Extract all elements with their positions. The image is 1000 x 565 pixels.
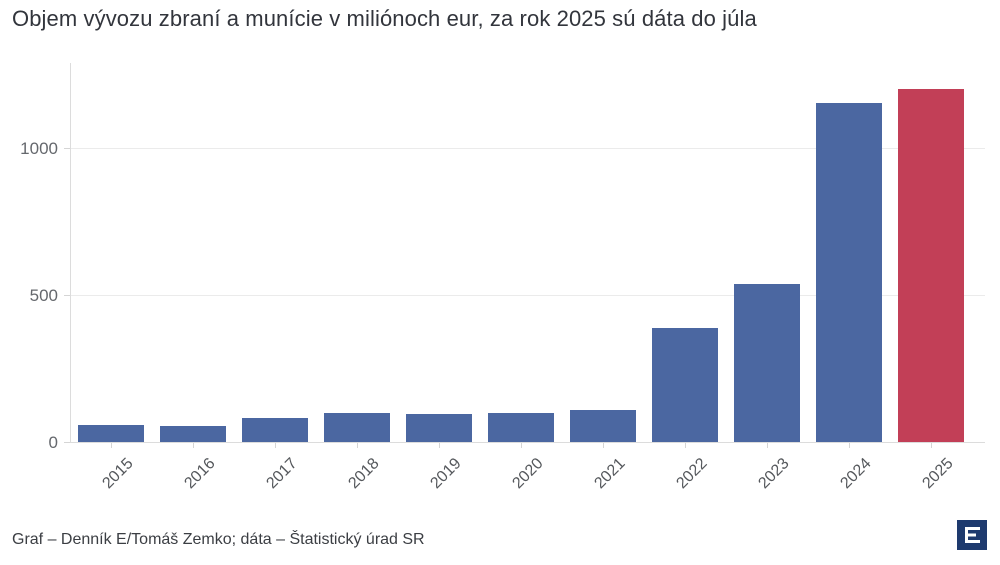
y-axis-line [70, 63, 71, 442]
bar-2024 [816, 103, 882, 442]
y-tick-label-1000: 1000 [20, 139, 58, 158]
x-tick-label-2024: 2024 [837, 455, 876, 493]
bar-2017 [242, 418, 308, 442]
x-tick-label-2015: 2015 [99, 455, 138, 493]
x-tick-2015 [111, 443, 112, 448]
bar-2022 [652, 328, 718, 442]
x-tick-label-2021: 2021 [591, 455, 630, 493]
x-tick-label-2016: 2016 [181, 455, 220, 493]
x-tick-label-2023: 2023 [755, 455, 794, 493]
y-tick-label-0: 0 [48, 433, 58, 452]
x-tick-2020 [521, 443, 522, 448]
x-tick-2019 [439, 443, 440, 448]
x-tick-label-2017: 2017 [263, 455, 302, 493]
credit-text: Graf – Denník E/Tomáš Zemko; dáta – Štat… [12, 531, 425, 548]
footer: Graf – Denník E/Tomáš Zemko; dáta – Štat… [0, 515, 1000, 565]
gridline-1000 [71, 148, 985, 149]
chart-title: Objem vývozu zbraní a munície v miliónoc… [12, 6, 757, 31]
x-tick-label-2018: 2018 [345, 455, 384, 493]
x-tick-label-2022: 2022 [673, 455, 712, 493]
x-axis-line [70, 442, 985, 443]
bar-2016 [160, 426, 226, 442]
bar-2023 [734, 284, 800, 442]
bar-2015 [78, 425, 144, 442]
x-tick-2018 [357, 443, 358, 448]
x-tick-2025 [931, 443, 932, 448]
x-tick-2022 [685, 443, 686, 448]
bar-2020 [488, 413, 554, 442]
x-tick-2023 [767, 443, 768, 448]
x-tick-2016 [193, 443, 194, 448]
bar-2025 [898, 89, 964, 442]
bar-2019 [406, 414, 472, 442]
x-tick-2017 [275, 443, 276, 448]
x-tick-label-2025: 2025 [919, 455, 958, 493]
y-tick-500 [64, 295, 70, 296]
x-tick-label-2019: 2019 [427, 455, 466, 493]
x-tick-2024 [849, 443, 850, 448]
y-tick-1000 [64, 148, 70, 149]
logo-e-glyph [964, 527, 980, 543]
bar-2021 [570, 410, 636, 442]
x-tick-label-2020: 2020 [509, 455, 548, 493]
gridline-500 [71, 295, 985, 296]
dennik-e-logo [957, 520, 987, 550]
y-tick-0 [64, 442, 70, 443]
y-tick-label-500: 500 [29, 286, 58, 305]
x-tick-2021 [603, 443, 604, 448]
bar-2018 [324, 413, 390, 442]
